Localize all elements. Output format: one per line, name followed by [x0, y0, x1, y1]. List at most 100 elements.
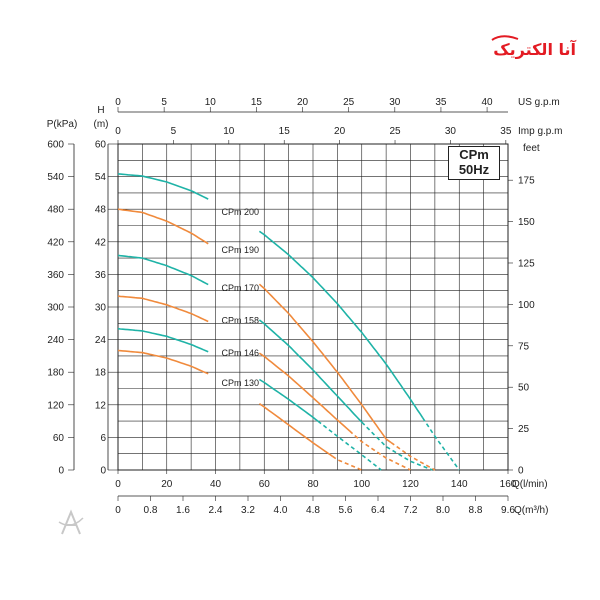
x-usgpm-tick: 10	[205, 97, 217, 108]
curve-4-solid-a	[117, 327, 209, 353]
x-m3h-tick: 0.8	[144, 505, 158, 516]
y-head-tick: 18	[95, 368, 107, 379]
y-head-tick: 48	[95, 205, 107, 216]
logo-swoosh	[491, 35, 519, 41]
curve-label-0: CPm 200	[222, 207, 260, 217]
x-m3h-tick: 3.2	[241, 505, 255, 516]
y-pressure-tick: 60	[53, 433, 65, 444]
curve-label-4: CPm 146	[222, 348, 260, 358]
curve-5-dashed	[332, 455, 363, 471]
x-usgpm-tick: 0	[115, 97, 121, 108]
x-m3h-tick: 9.6	[501, 505, 515, 516]
curve-1-dashed	[390, 441, 436, 471]
brand-logo: آنا الکتریک	[491, 35, 577, 59]
curve-label-1: CPm 190	[222, 245, 260, 255]
y-feet-tick: 25	[518, 424, 530, 435]
y-feet-tick: 0	[518, 466, 524, 477]
curve-labels: CPm 200 CPm 190 CPm 170 CPm 158 CPm 146 CPm 1…	[222, 207, 260, 388]
x-impgpm-tick: 10	[223, 126, 235, 137]
y-feet-title: feet	[523, 143, 540, 154]
y-pressure-tick: 0	[58, 466, 64, 477]
x-impgpm-title: Imp g.p.m	[518, 126, 562, 137]
curve-2-dashed	[361, 421, 433, 471]
x-m3h-tick: 8.8	[469, 505, 483, 516]
curve-2-solid-a	[117, 254, 209, 286]
y-feet-tick: 125	[518, 258, 535, 269]
y-pressure-tick: 600	[47, 140, 64, 151]
y-feet-tick: 150	[518, 217, 535, 228]
curve-label-5: CPm 130	[222, 378, 260, 388]
y-head-tick: 60	[95, 140, 107, 151]
curve-1-solid-b	[258, 283, 392, 444]
y-pressure-tick: 120	[47, 400, 64, 411]
curve-0-solid-b	[258, 230, 424, 419]
y-pressure-tick: 480	[47, 205, 64, 216]
x-m3h-tick: 8.0	[436, 505, 450, 516]
y-head-tick: 42	[95, 237, 107, 248]
curve-5-solid-b	[258, 403, 333, 457]
y-head-tick: 6	[100, 433, 106, 444]
y-head-tick: 24	[95, 335, 107, 346]
x-lmin-tick: 80	[307, 479, 319, 490]
x-lmin-tick: 140	[451, 479, 468, 490]
y-pressure-tick: 300	[47, 303, 64, 314]
x-m3h-tick: 7.2	[404, 505, 418, 516]
y-pressure-tick: 180	[47, 368, 64, 379]
x-impgpm-tick: 15	[279, 126, 291, 137]
y-head-tick: 30	[95, 303, 107, 314]
grid-lines	[117, 143, 509, 471]
x-m3h-tick: 2.4	[209, 505, 223, 516]
x-impgpm-tick: 30	[445, 126, 457, 137]
curve-label-2: CPm 170	[222, 283, 260, 293]
x-lmin-tick: 160	[500, 479, 517, 490]
x-impgpm-tick: 35	[500, 126, 512, 137]
axis-ticks: 0612182430364248546006012018024030036042…	[47, 97, 535, 516]
curve-4-solid-b	[258, 378, 319, 422]
x-usgpm-tick: 30	[389, 97, 401, 108]
x-impgpm-tick: 20	[334, 126, 346, 137]
x-m3h-tick: 4.8	[306, 505, 320, 516]
x-m3h-title: Q(m³/h)	[514, 505, 548, 516]
model-frequency: 50Hz	[458, 162, 490, 177]
x-m3h-tick: 1.6	[176, 505, 190, 516]
y-pressure-tick: 540	[47, 172, 64, 183]
logo-text: آنا الکتریک	[493, 39, 576, 59]
curve-0-dashed	[422, 417, 460, 471]
curve-2-solid-b	[258, 319, 363, 423]
x-m3h-tick: 6.4	[371, 505, 385, 516]
x-m3h-tick: 5.6	[339, 505, 353, 516]
y-head-tick: 36	[95, 270, 107, 281]
x-lmin-tick: 40	[210, 479, 222, 490]
x-usgpm-tick: 35	[435, 97, 447, 108]
x-lmin-tick: 60	[259, 479, 271, 490]
x-impgpm-tick: 0	[115, 126, 121, 137]
axis-titles: P(kPa) H (m) US g.p.m Imp g.p.m feet Q(l/min) Q…	[47, 97, 563, 516]
y-head-tick: 54	[95, 172, 107, 183]
x-lmin-tick: 100	[353, 479, 370, 490]
y-pressure-tick: 360	[47, 270, 64, 281]
curve-3-solid-a	[117, 295, 209, 323]
x-usgpm-tick: 25	[343, 97, 355, 108]
y-feet-tick: 100	[518, 300, 535, 311]
curve-4-dashed	[317, 420, 382, 471]
y-pressure-title: P(kPa)	[47, 119, 78, 130]
curve-3-dashed	[349, 430, 411, 471]
x-impgpm-tick: 25	[389, 126, 401, 137]
x-lmin-tick: 0	[115, 479, 121, 490]
y-head-title: H	[97, 105, 104, 116]
curve-1-solid-a	[117, 208, 209, 245]
x-usgpm-tick: 15	[251, 97, 263, 108]
y-feet-tick: 50	[518, 383, 530, 394]
x-usgpm-title: US g.p.m	[518, 97, 560, 108]
x-lmin-title: Q(l/min)	[512, 479, 548, 490]
x-impgpm-tick: 5	[171, 126, 177, 137]
curve-label-3: CPm 158	[222, 316, 260, 326]
y-feet-tick: 175	[518, 176, 535, 187]
x-usgpm-tick: 20	[297, 97, 309, 108]
curve-5-solid-a	[117, 349, 209, 375]
y-pressure-tick: 240	[47, 335, 64, 346]
y-feet-tick: 75	[518, 341, 530, 352]
model-name: CPm	[459, 147, 489, 162]
watermark-icon	[58, 509, 84, 535]
